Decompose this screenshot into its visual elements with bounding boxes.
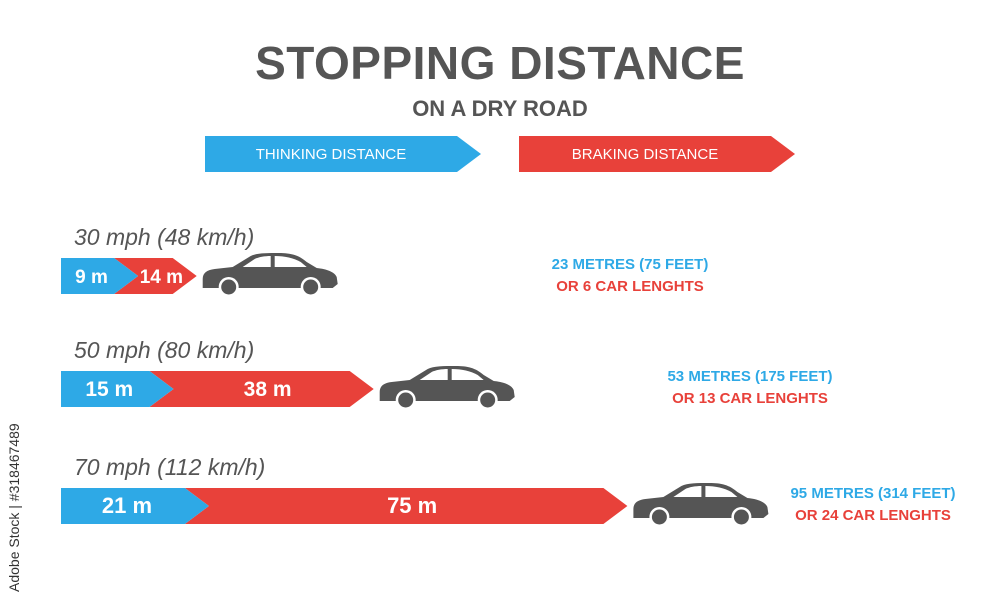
bar-braking-1 [149,371,374,407]
total-70-cars: OR 24 CAR LENGHTS [795,507,951,524]
total-50-cars: OR 13 CAR LENGHTS [672,390,828,407]
legend-braking-label: BRAKING DISTANCE [571,145,719,163]
page-title: STOPPING DISTANCE [255,37,745,89]
total-50-metres: 53 METRES (175 FEET) [667,368,833,385]
bar-label-thinking-2: 21 m [102,493,152,518]
bar-label-braking-2: 75 m [387,493,437,518]
car-icon [379,366,515,410]
total-50: 53 METRES (175 FEET) OR 13 CAR LENGHTS [635,366,865,410]
page-subtitle: ON A DRY ROAD [412,96,588,121]
legend-thinking: THINKING DISTANCE [205,136,481,172]
car-icon [202,253,338,297]
bar-braking-0 [114,258,197,294]
bar-thinking-2 [61,488,209,524]
speed-label-30: 30 mph (48 km/h) [74,224,255,250]
bar-label-thinking-0: 9 m [75,267,108,288]
total-30-metres: 23 METRES (75 FEET) [551,256,709,273]
car-icon [633,483,769,527]
legend-braking: BRAKING DISTANCE [519,136,795,172]
bar-braking-2 [184,488,628,524]
speed-label-50: 50 mph (80 km/h) [74,337,255,363]
bar-label-thinking-1: 15 m [85,378,133,401]
bar-label-braking-1: 38 m [244,378,292,401]
total-70-metres: 95 METRES (314 FEET) [790,485,956,502]
total-30-cars: OR 6 CAR LENGHTS [556,278,704,295]
bar-label-braking-0: 14 m [140,267,183,288]
total-70: 95 METRES (314 FEET) OR 24 CAR LENGHTS [758,483,988,527]
legend-thinking-label: THINKING DISTANCE [255,145,407,163]
bar-thinking-0 [61,258,139,294]
speed-label-70: 70 mph (112 km/h) [74,454,266,480]
total-30: 23 METRES (75 FEET) OR 6 CAR LENGHTS [520,254,740,298]
watermark: Adobe Stock | #318467489 [6,423,22,592]
bar-thinking-1 [61,371,174,407]
